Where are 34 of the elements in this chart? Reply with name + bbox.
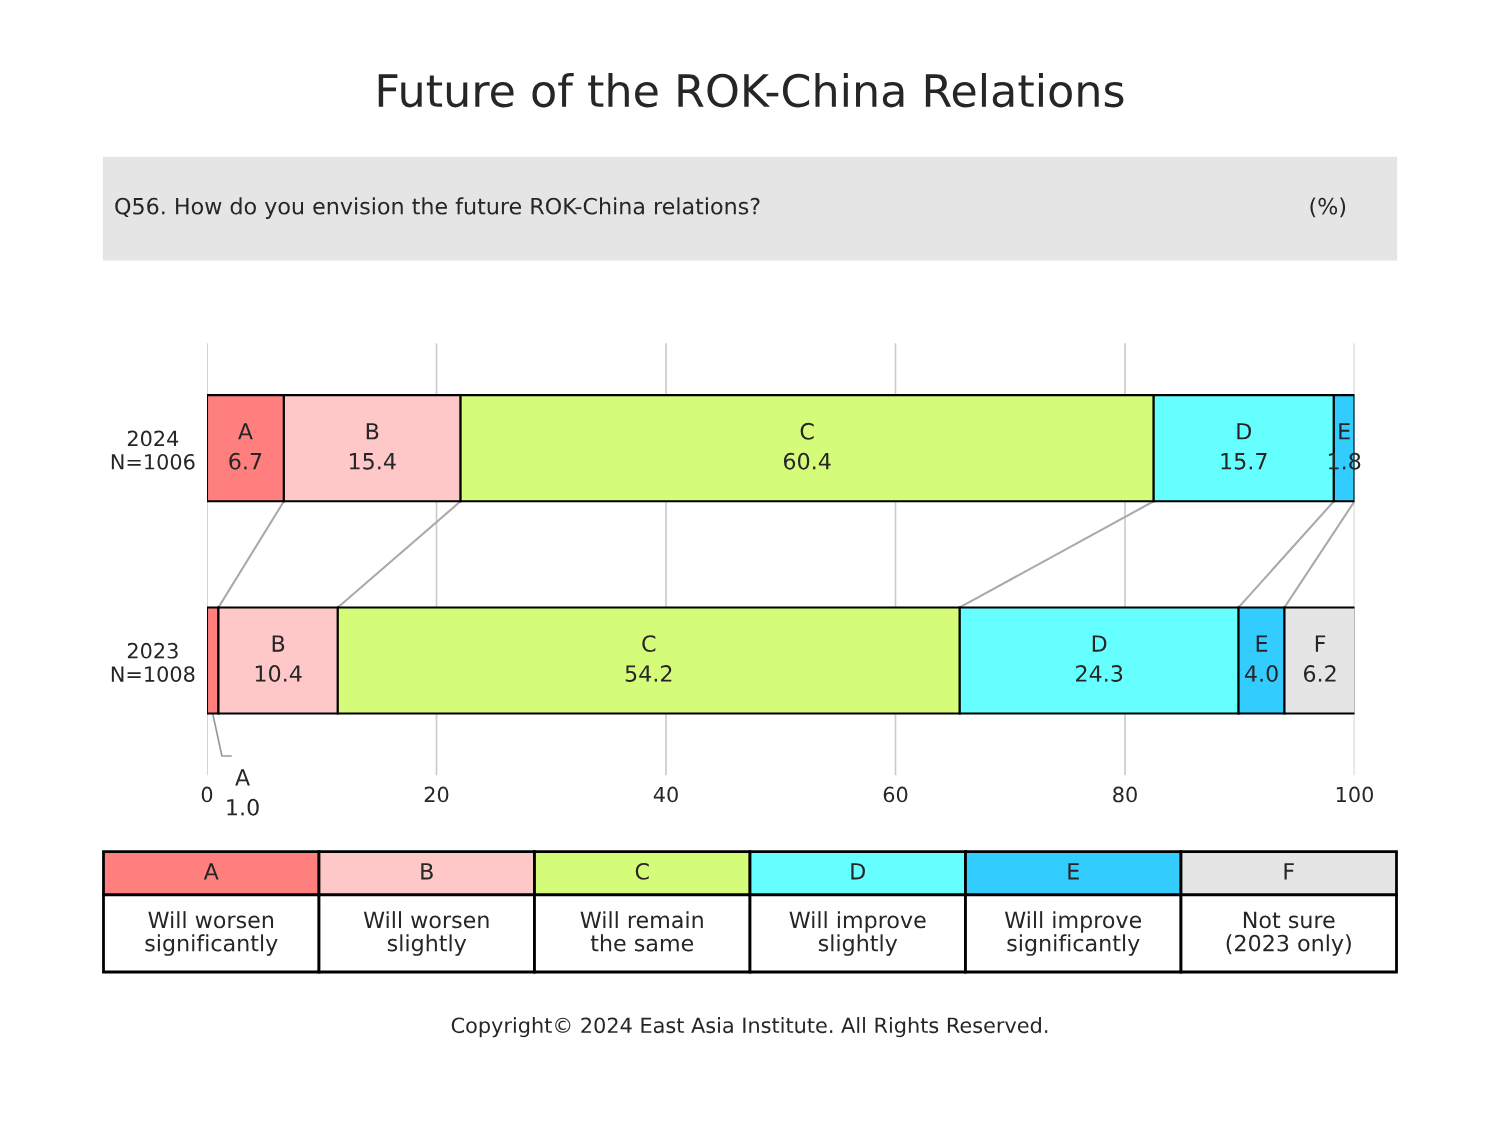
data-label: A 6.7 xyxy=(229,423,262,470)
data-label: B 10.4 xyxy=(255,635,302,682)
x-tick-label: 0 xyxy=(201,786,213,803)
chart-title: Future of the ROK-China Relations xyxy=(378,72,1124,108)
y-tick-label: 2023 N=1008 xyxy=(111,642,195,682)
text: Not sure (2023 only) xyxy=(1226,911,1351,956)
x-tick-label: 60 xyxy=(883,786,908,803)
text: Will worsen slightly xyxy=(363,911,489,956)
data-label: D 15.7 xyxy=(1221,423,1267,470)
text: Will worsen significantly xyxy=(145,911,278,956)
text: D xyxy=(851,863,865,880)
data-label: E 4.0 xyxy=(1244,635,1278,682)
data-label: D 24.3 xyxy=(1076,635,1123,682)
x-tick-label: 40 xyxy=(653,786,678,803)
text: Will improve significantly xyxy=(1004,911,1142,956)
y-tick-label: 2024 N=1006 xyxy=(111,430,195,470)
text: A xyxy=(203,863,219,880)
text: B xyxy=(421,863,433,880)
x-tick-label: 20 xyxy=(424,786,449,803)
x-tick-label: 80 xyxy=(1113,786,1137,803)
data-label: C 54.2 xyxy=(625,635,672,682)
text: C xyxy=(635,862,649,880)
text: E xyxy=(1068,863,1079,880)
text: Copyright© 2024 East Asia Institute. All Rights Reserved. xyxy=(451,1017,1048,1038)
x-tick-label: 100 xyxy=(1336,786,1373,803)
text: Will improve slightly xyxy=(789,911,926,956)
data-label: A 1.0 xyxy=(227,769,259,816)
text: Will remain the same xyxy=(580,911,703,952)
data-label: C 60.4 xyxy=(783,422,831,470)
text: F xyxy=(1284,863,1294,880)
data-label: B 15.4 xyxy=(349,423,396,470)
chart-subtitle: Q56. How do you envision the future ROK-China relations? xyxy=(115,197,760,219)
text: (%) xyxy=(1310,197,1346,218)
data-label: F 6.2 xyxy=(1303,635,1336,682)
